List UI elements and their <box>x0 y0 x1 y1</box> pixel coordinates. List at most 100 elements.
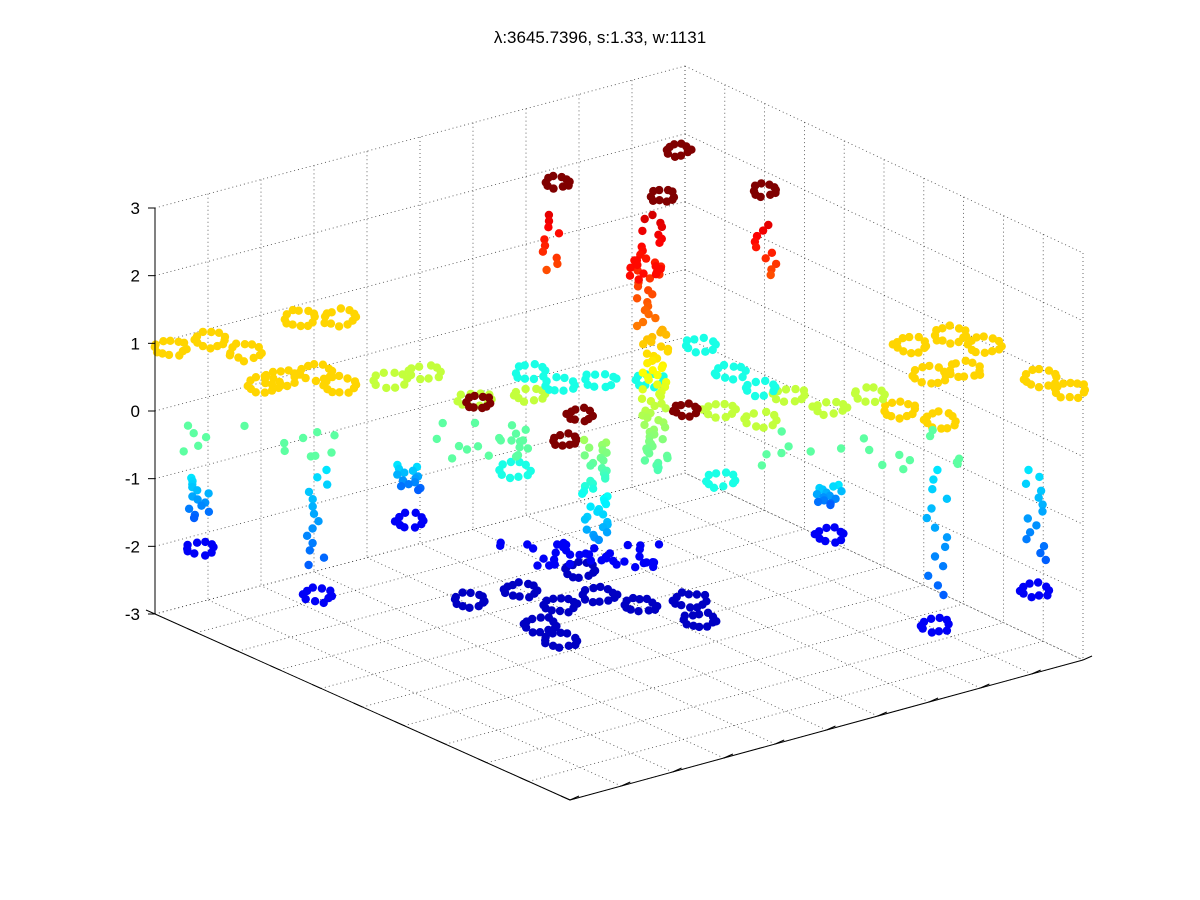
data-point <box>310 597 320 606</box>
y-tick <box>877 711 888 717</box>
data-point <box>590 370 600 379</box>
data-point <box>495 433 504 443</box>
x-tick <box>311 683 322 689</box>
data-point <box>529 396 539 405</box>
data-point <box>752 422 761 431</box>
data-point <box>164 350 174 360</box>
data-point <box>544 216 554 226</box>
data-point <box>699 333 708 343</box>
data-point <box>204 489 213 498</box>
data-point <box>549 594 558 603</box>
data-point <box>769 380 778 389</box>
data-point <box>878 460 887 470</box>
data-point <box>927 504 936 513</box>
data-point <box>657 222 667 232</box>
data-point <box>686 603 695 612</box>
data-point <box>933 581 943 590</box>
data-point <box>757 179 766 188</box>
data-point <box>935 613 944 623</box>
data-point <box>568 377 578 386</box>
data-point <box>322 465 331 475</box>
data-point <box>343 374 352 383</box>
data-point <box>545 561 554 570</box>
data-point <box>865 445 874 455</box>
data-point <box>708 345 717 355</box>
grid-line <box>237 510 765 652</box>
data-point <box>1025 528 1035 537</box>
data-point <box>470 418 480 428</box>
x-tick <box>394 721 405 727</box>
data-point <box>877 386 886 395</box>
data-point <box>319 598 328 608</box>
data-point <box>308 538 317 548</box>
data-point <box>336 304 346 313</box>
data-point <box>914 332 923 342</box>
data-point <box>350 377 360 386</box>
data-point <box>280 446 289 456</box>
data-point <box>322 377 331 386</box>
data-point <box>961 326 970 335</box>
data-point <box>954 337 963 347</box>
data-point <box>400 468 409 477</box>
data-point <box>691 402 700 411</box>
data-point <box>942 494 952 503</box>
data-point <box>308 583 317 592</box>
data-point <box>702 622 712 631</box>
data-point <box>453 397 462 406</box>
data-point <box>647 337 656 347</box>
data-point <box>692 590 702 599</box>
grid-line <box>684 201 1084 390</box>
data-point <box>736 362 746 372</box>
data-point <box>767 248 777 257</box>
data-point <box>972 333 981 342</box>
data-point <box>511 387 521 397</box>
data-point <box>536 613 545 622</box>
data-point <box>663 453 672 463</box>
data-point <box>327 308 336 317</box>
data-point <box>625 271 635 280</box>
data-point <box>484 393 494 402</box>
data-point <box>942 615 951 625</box>
data-point <box>602 528 612 537</box>
data-point <box>720 373 730 382</box>
data-point <box>719 360 729 370</box>
data-point <box>942 626 952 635</box>
y-tick <box>621 781 631 787</box>
data-point <box>478 403 487 413</box>
data-point <box>438 418 447 428</box>
data-point <box>925 431 935 441</box>
data-point <box>194 441 203 450</box>
data-point <box>304 560 313 570</box>
data-point <box>1032 521 1041 530</box>
data-point <box>970 371 979 380</box>
data-point <box>980 348 989 357</box>
data-point <box>192 538 202 547</box>
data-point <box>1021 479 1031 488</box>
data-point <box>1065 392 1075 402</box>
data-point <box>549 617 558 626</box>
data-point <box>189 429 198 438</box>
data-point <box>595 597 604 606</box>
data-point <box>507 436 516 445</box>
data-point <box>918 363 927 372</box>
data-point <box>777 448 786 458</box>
data-point <box>749 409 758 418</box>
data-point <box>784 442 793 451</box>
data-point <box>951 359 960 368</box>
data-point <box>520 374 530 383</box>
data-point <box>836 444 846 453</box>
data-point <box>927 379 936 388</box>
data-point <box>521 425 530 434</box>
data-point <box>518 436 528 445</box>
data-point <box>711 400 720 409</box>
data-point <box>822 398 831 407</box>
data-point <box>1043 591 1052 600</box>
data-point <box>328 372 337 382</box>
data-point <box>994 336 1004 346</box>
data-point <box>623 540 632 550</box>
data-point <box>878 395 888 404</box>
data-point <box>1051 369 1060 379</box>
data-point <box>1038 507 1047 516</box>
data-point <box>474 602 483 611</box>
